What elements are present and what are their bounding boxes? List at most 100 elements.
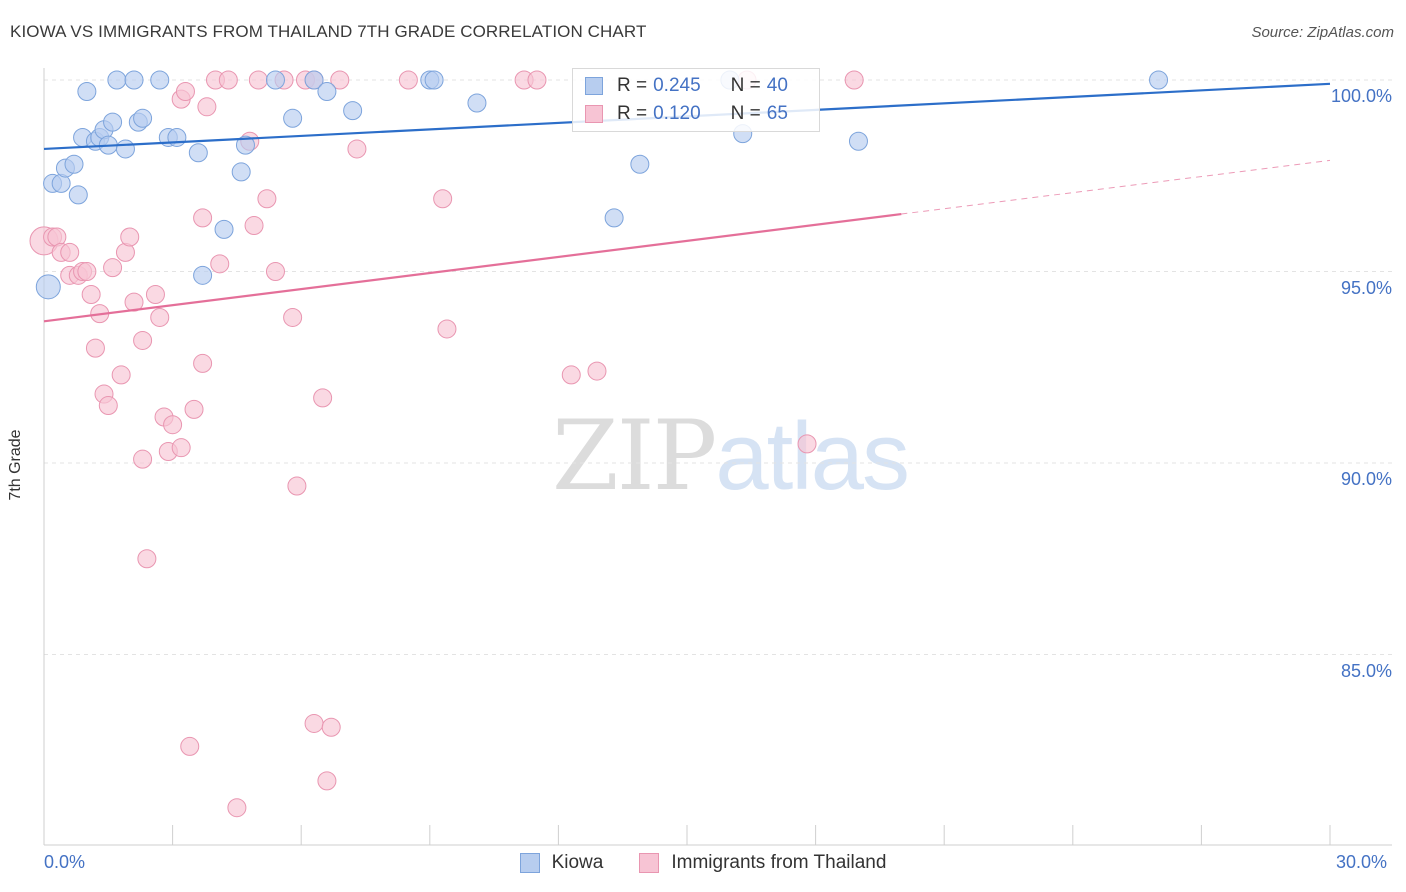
data-point-kiowa [848, 131, 868, 151]
data-point-thailand [210, 254, 230, 274]
data-point-kiowa [1149, 70, 1169, 90]
data-point-thailand [347, 139, 367, 159]
y-tick-label: 85.0% [1340, 660, 1392, 681]
data-point-kiowa [68, 185, 88, 205]
data-point-thailand [60, 242, 80, 262]
data-point-kiowa [35, 274, 61, 300]
data-point-kiowa [235, 135, 255, 155]
legend-row-kiowa: R = 0.245 N = 40 [585, 73, 788, 99]
bottom-legend-label-kiowa: Kiowa [551, 852, 604, 873]
data-point-thailand [197, 97, 217, 117]
data-point-thailand [171, 438, 191, 458]
y-tick-label: 100.0% [1330, 86, 1392, 106]
data-point-thailand [120, 227, 140, 247]
data-point-thailand [317, 771, 337, 791]
data-point-thailand [133, 449, 153, 469]
bottom-legend-kiowa[interactable]: Kiowa [519, 852, 604, 874]
data-point-thailand [184, 399, 204, 419]
watermark-zip: ZIP [552, 400, 717, 512]
data-point-thailand [77, 262, 97, 281]
data-point-kiowa [214, 219, 234, 239]
y-axis-label: 7th Grade [7, 429, 24, 501]
data-point-kiowa [231, 162, 251, 182]
data-point-thailand [193, 208, 213, 228]
data-point-kiowa [133, 108, 153, 128]
legend-n-value: 65 [766, 103, 788, 124]
data-point-kiowa [304, 70, 324, 90]
data-point-thailand [193, 353, 213, 373]
data-point-thailand [163, 415, 183, 435]
legend-r-label: R = [617, 75, 648, 96]
data-point-thailand [437, 319, 457, 339]
data-point-kiowa [193, 265, 213, 285]
data-point-thailand [248, 70, 268, 90]
source-label: Source: ZipAtlas.com [1251, 24, 1394, 41]
data-point-thailand [124, 292, 144, 312]
bottom-legend-swatch-thailand [639, 853, 660, 873]
data-point-kiowa [115, 139, 135, 159]
data-point-thailand [313, 388, 333, 408]
thailand-points [29, 70, 864, 818]
data-point-thailand [227, 798, 247, 818]
legend-r-value: 0.245 [653, 75, 701, 96]
legend-swatch-kiowa [585, 77, 603, 95]
data-point-thailand [137, 549, 157, 569]
data-point-thailand [111, 365, 131, 385]
kiowa-points [35, 70, 1169, 300]
data-point-kiowa [283, 108, 303, 128]
data-point-thailand [150, 307, 170, 327]
x-tick-label-max: 30.0% [1336, 852, 1388, 872]
data-point-thailand [283, 307, 303, 327]
data-point-thailand [265, 262, 285, 281]
data-point-kiowa [124, 70, 144, 90]
bottom-legend-thailand[interactable]: Immigrants from Thailand [639, 852, 886, 874]
data-point-kiowa [103, 112, 123, 132]
legend-n-label: N = [730, 75, 761, 96]
legend: R = 0.245 N = 40 R = 0.120 N = 65 [572, 68, 820, 132]
bottom-legend-swatch-kiowa [519, 853, 540, 873]
legend-r-label: R = [617, 103, 648, 124]
data-point-thailand [180, 736, 200, 756]
data-point-thailand [304, 713, 324, 733]
data-point-kiowa [64, 154, 84, 174]
data-point-thailand [527, 70, 547, 90]
data-point-thailand [85, 338, 105, 358]
data-point-kiowa [107, 70, 127, 90]
trend-line-thailand [43, 212, 902, 323]
data-point-thailand [257, 189, 277, 209]
data-point-kiowa [343, 101, 363, 121]
bottom-legend: Kiowa Immigrants from Thailand [0, 852, 1406, 874]
legend-n-value: 40 [766, 75, 788, 96]
axis-layer [43, 68, 1392, 846]
data-point-thailand [103, 258, 123, 278]
data-point-thailand [398, 70, 418, 90]
data-point-thailand [844, 70, 864, 90]
data-point-kiowa [265, 70, 285, 90]
data-point-kiowa [150, 70, 170, 90]
data-point-thailand [145, 284, 165, 304]
data-point-kiowa [188, 143, 208, 163]
data-point-kiowa [167, 127, 187, 147]
x-tick-label-min: 0.0% [44, 852, 86, 872]
legend-r-value: 0.120 [653, 103, 701, 124]
chart-title: KIOWA VS IMMIGRANTS FROM THAILAND 7TH GR… [10, 22, 647, 41]
watermark: ZIPatlas [552, 400, 910, 512]
data-point-thailand [133, 330, 153, 350]
data-point-thailand [433, 189, 453, 209]
data-point-kiowa [317, 81, 337, 101]
data-point-kiowa [604, 208, 624, 228]
watermark-atlas: atlas [715, 403, 910, 510]
data-point-thailand [330, 70, 350, 90]
data-point-thailand [98, 396, 118, 416]
legend-n-label: N = [730, 103, 761, 124]
bottom-legend-label-thailand: Immigrants from Thailand [671, 852, 887, 873]
data-point-thailand [587, 361, 607, 381]
legend-row-thailand: R = 0.120 N = 65 [585, 101, 788, 127]
y-tick-label: 95.0% [1340, 277, 1392, 298]
data-point-thailand [321, 717, 341, 737]
data-point-thailand [81, 284, 101, 304]
data-point-thailand [175, 81, 195, 101]
data-point-thailand [287, 476, 307, 496]
data-point-thailand [244, 216, 264, 236]
data-point-thailand [797, 434, 817, 454]
